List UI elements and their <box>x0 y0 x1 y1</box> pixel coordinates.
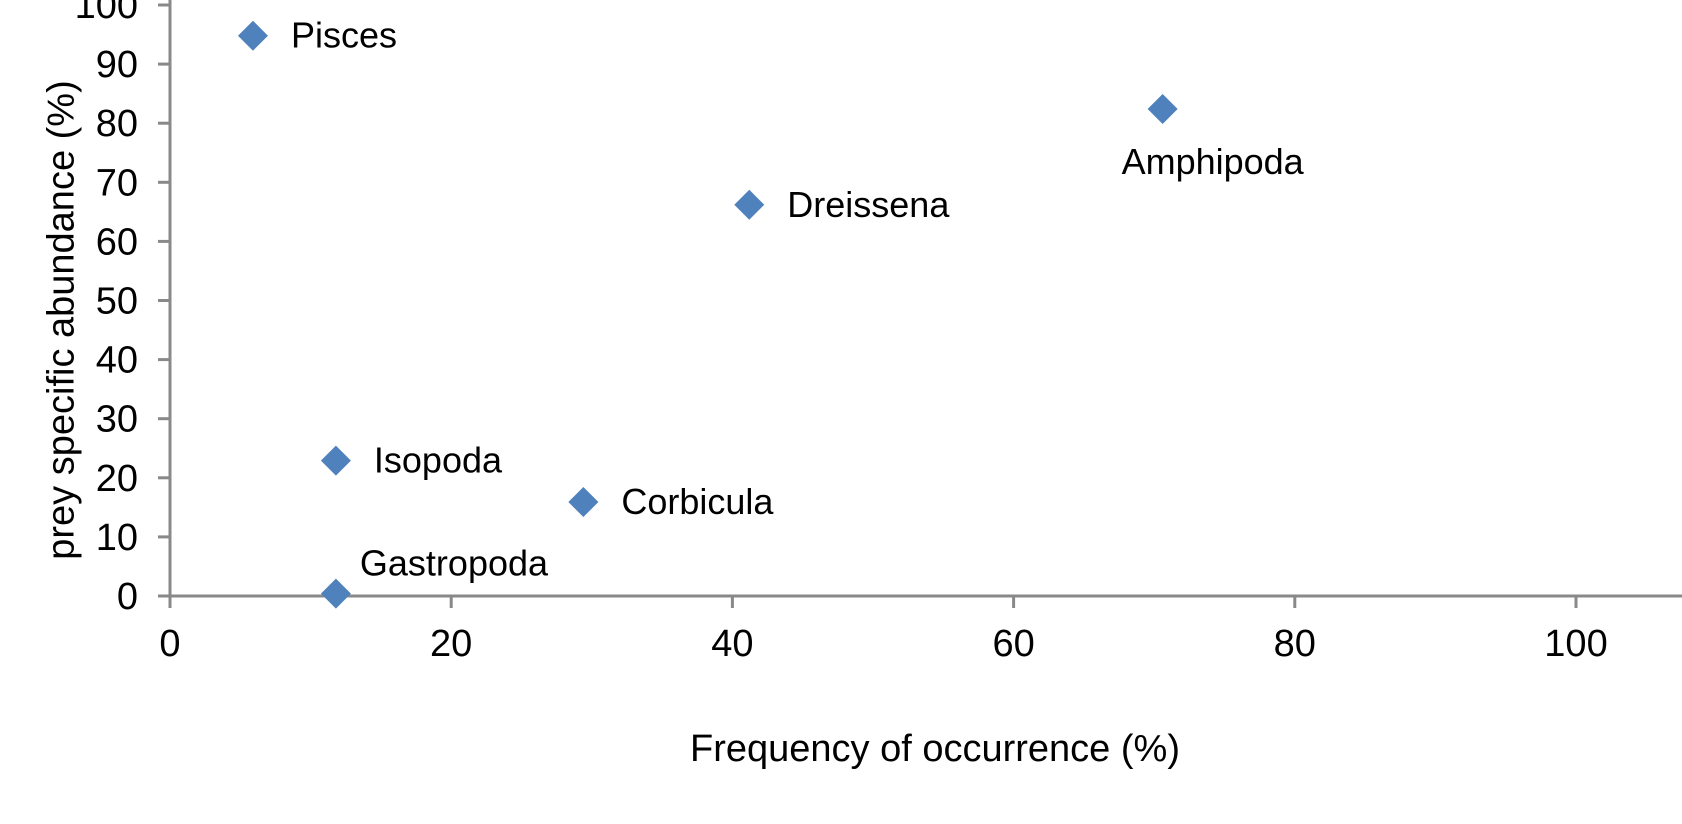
data-point-dreissena <box>734 189 765 220</box>
data-label-pisces: Pisces <box>291 15 397 56</box>
y-tick-label: 70 <box>96 162 138 204</box>
y-tick-label: 60 <box>96 221 138 263</box>
data-label-isopoda: Isopoda <box>374 440 503 481</box>
y-tick-label: 20 <box>96 458 138 500</box>
x-tick-label: 20 <box>430 623 472 665</box>
x-tick-label: 60 <box>992 623 1034 665</box>
x-tick-label: 80 <box>1274 623 1316 665</box>
y-tick-label: 30 <box>96 399 138 441</box>
y-axis-title: prey specific abundance (%) <box>40 80 83 560</box>
data-point-gastropoda <box>320 578 351 609</box>
y-tick-label: 0 <box>117 576 138 618</box>
data-point-corbicula <box>568 487 599 518</box>
y-tick-label: 100 <box>75 0 138 27</box>
y-tick-label: 50 <box>96 281 138 323</box>
y-tick-label: 90 <box>96 44 138 86</box>
y-axis-ticks: 0 10 20 30 40 50 60 70 80 90 100 <box>75 0 170 618</box>
x-axis-title: Frequency of occurrence (%) <box>690 728 1180 770</box>
data-label-corbicula: Corbicula <box>621 481 774 522</box>
data-point-pisces <box>237 20 268 51</box>
y-tick-label: 80 <box>96 103 138 145</box>
data-label-gastropoda: Gastropoda <box>360 543 549 584</box>
axes <box>168 0 1682 598</box>
data-points <box>237 20 1178 609</box>
y-tick-label: 40 <box>96 340 138 382</box>
x-axis-ticks: 0 20 40 60 80 100 <box>159 596 1608 665</box>
x-tick-label: 40 <box>711 623 753 665</box>
x-tick-label: 0 <box>159 623 180 665</box>
data-label-dreissena: Dreissena <box>787 184 950 225</box>
x-tick-label: 100 <box>1544 623 1607 665</box>
data-label-amphipoda: Amphipoda <box>1122 141 1305 182</box>
data-point-amphipoda <box>1147 94 1178 125</box>
data-labels: Pisces Amphipoda Dreissena Isopoda Corbicula… <box>291 15 1305 584</box>
data-point-isopoda <box>320 445 351 476</box>
y-tick-label: 10 <box>96 517 138 559</box>
